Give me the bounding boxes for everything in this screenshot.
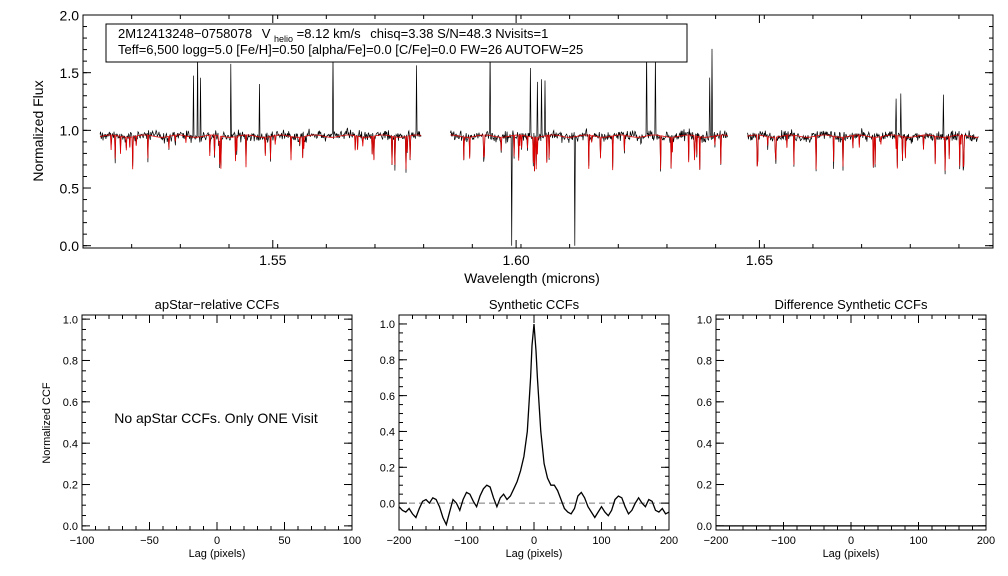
apstar-ccf-panel: apStar−relative CCFs −100 −50 0 50 100 0.0 0.2… — [41, 297, 361, 560]
spectrum-ytick-label: 0.5 — [60, 180, 80, 196]
spectrum-y-label: Normalized Flux — [30, 80, 46, 181]
apstar_ccf-xtick-label: 50 — [278, 535, 290, 547]
apstar_ccf-xtick-label: 100 — [343, 535, 361, 547]
synthetic-ccf-x-label: Lag (pixels) — [506, 548, 563, 560]
annotation-star-id: 2M12413248−0758078 — [118, 26, 252, 41]
difference-ccf-ticks: −200 −100 0 100 200 0.0 0.2 0.4 0.6 0.8 1.0 — [697, 314, 995, 547]
spectrum-panel: 1.55 1.60 1.65 0.0 0.5 1.0 1.5 2.0 Wavelength (… — [30, 7, 994, 286]
spectrum-xtick-label: 1.65 — [746, 252, 773, 268]
synthetic_ccf-ytick-label: 0.8 — [380, 355, 395, 367]
spectrum-ytick-label: 2.0 — [60, 7, 80, 23]
synthetic-ccf-frame — [398, 314, 670, 531]
synthetic_ccf-ytick-label: 0.2 — [380, 462, 395, 474]
difference-ccf-x-label: Lag (pixels) — [823, 548, 880, 560]
apstar_ccf-ytick-label: 1.0 — [63, 314, 78, 326]
difference_ccf-ytick-label: 0.6 — [697, 397, 712, 409]
apstar_ccf-ytick-label: 0.0 — [63, 521, 78, 533]
synthetic_ccf-xtick-label: 100 — [592, 535, 610, 547]
annotation-fit-stats: chisq=3.38 S/N=48.3 Nvisits=1 — [370, 26, 548, 41]
spectrum-x-label: Wavelength (microns) — [464, 270, 600, 286]
difference-ccf-title: Difference Synthetic CCFs — [775, 297, 928, 312]
apstar-ccf-title: apStar−relative CCFs — [155, 297, 280, 312]
apstar_ccf-xtick-label: −100 — [70, 535, 95, 547]
apstar_ccf-ytick-label: 0.2 — [63, 480, 78, 492]
spectrum-ytick-label: 1.0 — [60, 123, 80, 139]
synthetic_ccf-xtick-label: −100 — [454, 535, 479, 547]
annotation-v-prefix: V — [262, 26, 271, 41]
difference_ccf-ytick-label: 0.4 — [697, 438, 712, 450]
difference_ccf-ytick-label: 1.0 — [697, 314, 712, 326]
apstar_ccf-xtick-label: 0 — [214, 535, 220, 547]
synthetic-ccf-plot-area — [398, 323, 670, 527]
observed-spectrum-segment-2 — [746, 93, 979, 175]
apstar_ccf-ytick-label: 0.6 — [63, 397, 78, 409]
synthetic_ccf-xtick-label: 0 — [531, 535, 537, 547]
apstar-ccf-message: No apStar CCFs. Only ONE Visit — [114, 410, 318, 426]
model-spectrum-segment-1 — [450, 134, 728, 172]
spectrum-annotation-box: 2M12413248−0758078 V helio =8.12 km/s ch… — [105, 23, 688, 63]
apstar_ccf-ytick-label: 0.8 — [63, 356, 78, 368]
difference_ccf-xtick-label: 200 — [977, 535, 995, 547]
difference-ccf-panel: Difference Synthetic CCFs −200 −100 0 100 20… — [697, 297, 995, 560]
difference-ccf-frame — [715, 314, 987, 531]
difference_ccf-ytick-label: 0.8 — [697, 356, 712, 368]
difference_ccf-xtick-label: 0 — [848, 535, 854, 547]
spectrum-frame — [82, 14, 994, 249]
observed-spectrum-segment-0 — [99, 49, 422, 173]
spectrum-x-ticks: 1.55 1.60 1.65 0.0 0.5 1.0 1.5 2.0 — [60, 7, 993, 268]
synthetic-ccf-panel: Synthetic CCFs −200 −100 0 100 200 0.0 0.2 0.4 0… — [380, 297, 678, 560]
synthetic-ccf-line — [398, 323, 670, 527]
apstar-ccf-y-label: Normalized CCF — [41, 382, 53, 464]
synthetic_ccf-xtick-label: −200 — [387, 535, 412, 547]
model-spectrum-segment-0 — [99, 134, 422, 170]
synthetic-ccf-ticks: −200 −100 0 100 200 0.0 0.2 0.4 0.6 0.8 1.0 — [380, 315, 678, 547]
difference_ccf-xtick-label: 100 — [909, 535, 927, 547]
spectrum-xtick-label: 1.55 — [259, 252, 286, 268]
apstar-ccf-ticks: −100 −50 0 50 100 0.0 0.2 0.4 0.6 0.8 1.0 — [63, 314, 361, 547]
synthetic_ccf-ytick-label: 0.4 — [380, 427, 395, 439]
annotation-v-value: =8.12 km/s — [297, 26, 361, 41]
difference_ccf-xtick-label: −200 — [704, 535, 729, 547]
spectrum-ytick-label: 0.0 — [60, 238, 80, 254]
apstar_ccf-xtick-label: −50 — [140, 535, 159, 547]
annotation-line-2: Teff=6,500 logg=5.0 [Fe/H]=0.50 [alpha/F… — [118, 42, 583, 57]
annotation-v-subscript: helio — [274, 34, 293, 44]
spectrum-plot-area — [99, 46, 979, 246]
annotation-line-1: 2M12413248−0758078 V helio =8.12 km/s ch… — [118, 26, 548, 45]
difference_ccf-ytick-label: 0.2 — [697, 480, 712, 492]
difference_ccf-xtick-label: −100 — [771, 535, 796, 547]
synthetic_ccf-xtick-label: 200 — [660, 535, 678, 547]
synthetic_ccf-ytick-label: 1.0 — [380, 319, 395, 331]
apstar_ccf-ytick-label: 0.4 — [63, 438, 78, 450]
spectrum-ytick-label: 1.5 — [60, 65, 80, 81]
apstar-ccf-x-label: Lag (pixels) — [189, 548, 246, 560]
difference_ccf-ytick-label: 0.0 — [697, 521, 712, 533]
synthetic_ccf-ytick-label: 0.0 — [380, 498, 395, 510]
synthetic-ccf-title: Synthetic CCFs — [489, 297, 580, 312]
spectrum-xtick-label: 1.60 — [502, 252, 529, 268]
annotation-box-frame — [105, 23, 688, 63]
synthetic_ccf-ytick-label: 0.6 — [380, 391, 395, 403]
model-spectrum-segment-2 — [747, 134, 979, 171]
